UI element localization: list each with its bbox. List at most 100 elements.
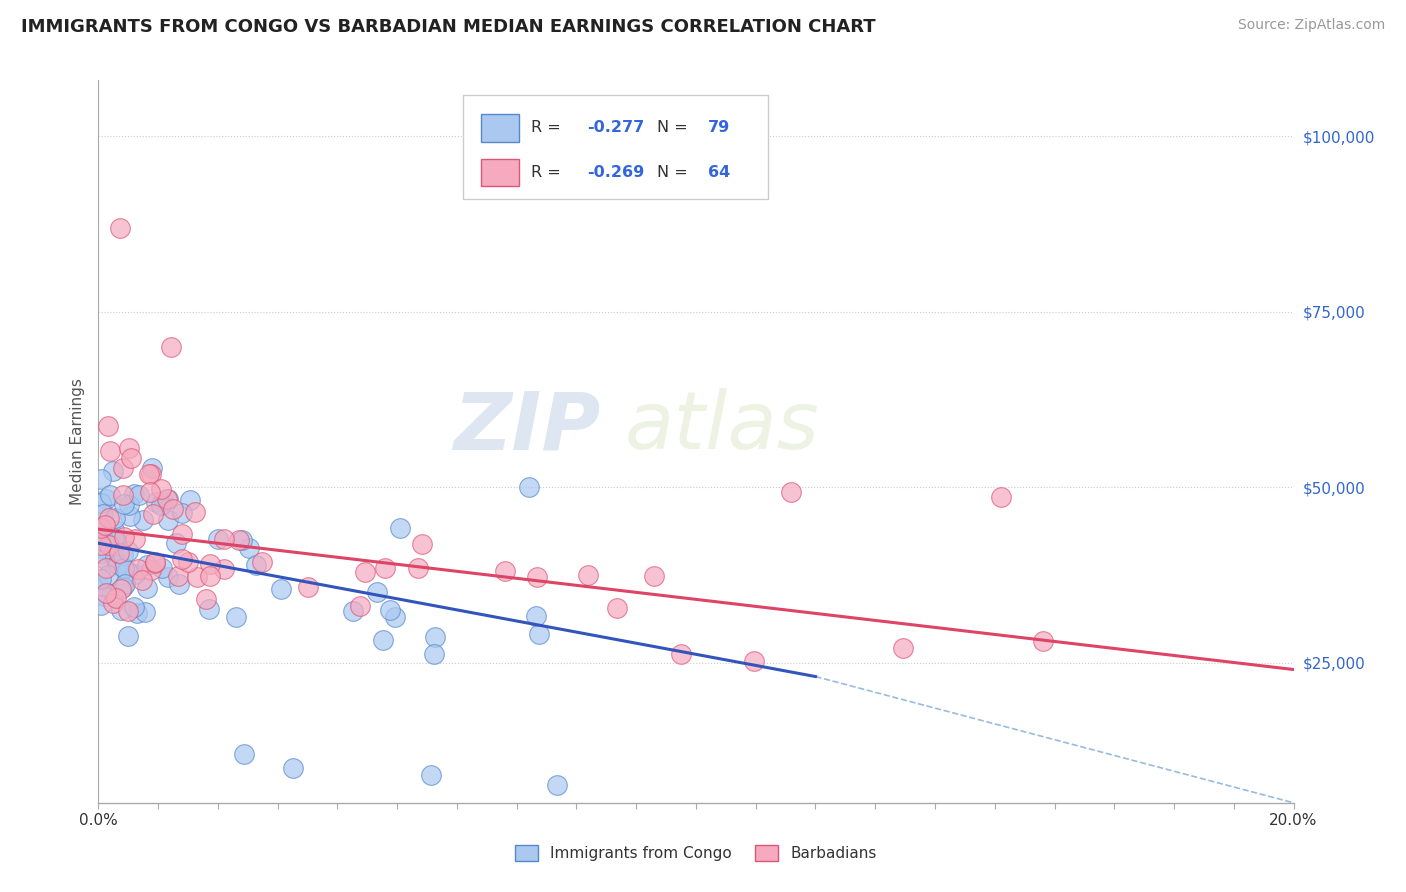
Point xyxy=(780,485,803,500)
Point xyxy=(233,747,256,761)
Point xyxy=(97,568,120,582)
Point xyxy=(207,532,229,546)
Point xyxy=(136,558,159,572)
Point xyxy=(103,531,125,545)
Point xyxy=(198,602,221,616)
Point xyxy=(162,502,184,516)
Point xyxy=(990,491,1012,505)
Point xyxy=(228,533,250,548)
Point xyxy=(349,599,371,614)
Point xyxy=(90,520,112,534)
Point xyxy=(354,566,377,580)
Text: atlas: atlas xyxy=(624,388,820,467)
Point xyxy=(176,555,198,569)
Point xyxy=(141,467,163,481)
Point xyxy=(150,482,173,496)
Point xyxy=(117,604,139,618)
Point xyxy=(374,561,396,575)
FancyBboxPatch shape xyxy=(481,114,519,142)
Point xyxy=(112,549,135,563)
Point xyxy=(131,573,153,587)
Point xyxy=(152,493,174,508)
Point xyxy=(118,498,141,512)
Text: ZIP: ZIP xyxy=(453,388,600,467)
Point xyxy=(93,517,115,532)
Text: R =: R = xyxy=(531,165,567,180)
Text: IMMIGRANTS FROM CONGO VS BARBADIAN MEDIAN EARNINGS CORRELATION CHART: IMMIGRANTS FROM CONGO VS BARBADIAN MEDIA… xyxy=(21,18,876,36)
Point xyxy=(90,472,112,486)
Text: 64: 64 xyxy=(709,165,730,180)
Point xyxy=(112,497,135,511)
Point xyxy=(167,569,190,583)
Point xyxy=(157,570,180,584)
Point xyxy=(94,586,117,600)
Point xyxy=(179,493,201,508)
Point xyxy=(101,464,124,478)
Point xyxy=(231,533,253,547)
Point xyxy=(112,530,135,544)
Text: -0.277: -0.277 xyxy=(588,120,644,136)
Point xyxy=(526,570,548,584)
Point xyxy=(132,513,155,527)
Text: N =: N = xyxy=(657,120,692,136)
Point xyxy=(366,585,388,599)
Point xyxy=(97,418,120,433)
Point xyxy=(94,561,117,575)
Point xyxy=(388,521,411,535)
Point xyxy=(117,544,139,558)
Point xyxy=(606,601,628,615)
Point xyxy=(141,563,163,577)
Point xyxy=(94,542,117,557)
Point xyxy=(138,467,160,482)
Y-axis label: Median Earnings: Median Earnings xyxy=(69,378,84,505)
Text: Source: ZipAtlas.com: Source: ZipAtlas.com xyxy=(1237,18,1385,32)
Point xyxy=(423,647,446,661)
Point xyxy=(108,546,131,560)
Point xyxy=(576,568,599,582)
Point xyxy=(134,605,156,619)
Point xyxy=(107,558,129,573)
Point xyxy=(111,461,134,475)
Point xyxy=(150,498,173,512)
Point xyxy=(124,566,146,581)
Point xyxy=(212,532,235,546)
Point xyxy=(378,603,401,617)
Text: R =: R = xyxy=(531,120,567,136)
Point xyxy=(122,599,145,614)
Point xyxy=(297,580,319,594)
Point xyxy=(108,220,131,235)
Point xyxy=(110,603,132,617)
Legend: Immigrants from Congo, Barbadians: Immigrants from Congo, Barbadians xyxy=(509,839,883,867)
Point xyxy=(546,778,568,792)
Point xyxy=(93,589,115,603)
Point xyxy=(112,561,135,575)
Point xyxy=(893,640,915,655)
Point xyxy=(143,556,166,570)
Text: 79: 79 xyxy=(709,120,730,136)
Point xyxy=(198,568,221,582)
Point xyxy=(96,586,118,600)
Point xyxy=(186,570,208,584)
Point xyxy=(141,461,163,475)
Point xyxy=(406,561,429,575)
Point xyxy=(527,626,550,640)
Point xyxy=(281,761,304,775)
Point xyxy=(114,577,136,591)
Point xyxy=(742,654,765,668)
Point xyxy=(669,648,692,662)
FancyBboxPatch shape xyxy=(463,95,768,200)
Point xyxy=(120,508,142,523)
Point xyxy=(157,491,180,506)
Point xyxy=(90,572,112,586)
Point xyxy=(156,513,179,527)
Point xyxy=(104,549,127,564)
Point xyxy=(423,630,446,644)
Point xyxy=(101,596,124,610)
Point xyxy=(90,538,112,552)
Point xyxy=(194,591,217,606)
Point xyxy=(90,529,112,543)
Point xyxy=(90,520,112,534)
Point xyxy=(517,480,540,494)
Point xyxy=(170,506,193,520)
Text: N =: N = xyxy=(657,165,692,180)
